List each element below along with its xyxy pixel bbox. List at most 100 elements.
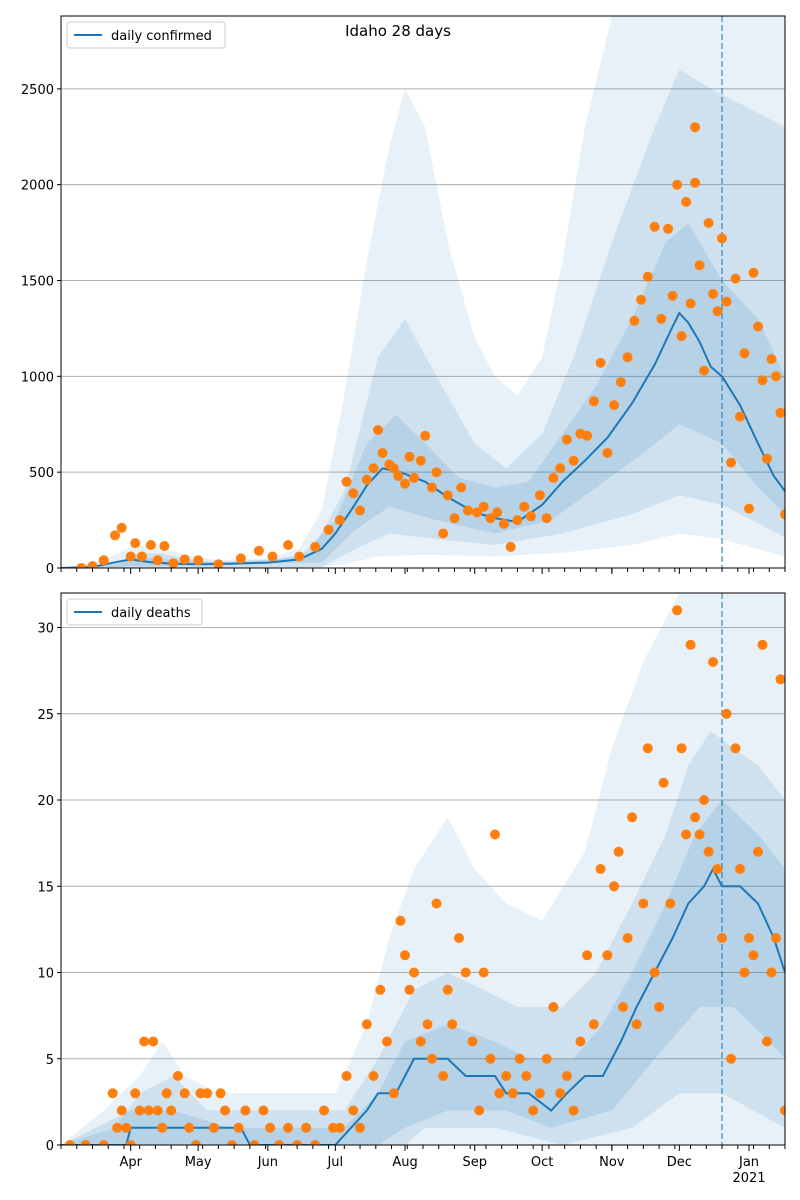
- data-point: [130, 538, 141, 549]
- data-point: [627, 812, 638, 823]
- data-point: [179, 554, 190, 565]
- data-point: [717, 933, 727, 943]
- data-point: [534, 490, 545, 501]
- data-point: [712, 864, 723, 874]
- data-point: [319, 1105, 330, 1116]
- y-tick-label: 500: [29, 466, 54, 481]
- data-point: [618, 1002, 629, 1012]
- data-point: [431, 467, 442, 478]
- data-point: [463, 505, 473, 516]
- data-point: [658, 777, 669, 788]
- data-point: [235, 553, 246, 564]
- data-point: [112, 1122, 123, 1133]
- data-point: [649, 221, 660, 232]
- data-point: [438, 528, 449, 539]
- data-point: [708, 657, 718, 667]
- data-point: [208, 1122, 219, 1133]
- data-point: [125, 1140, 136, 1145]
- data-point: [505, 541, 516, 552]
- data-point: [588, 396, 599, 407]
- data-point: [541, 513, 552, 524]
- data-point: [685, 298, 696, 309]
- data-point: [582, 950, 593, 961]
- data-point: [609, 881, 620, 892]
- data-point: [762, 1036, 772, 1047]
- data-point: [361, 474, 372, 485]
- data-point: [415, 455, 426, 466]
- data-point: [375, 984, 386, 995]
- data-point: [267, 551, 278, 562]
- data-point: [703, 846, 714, 857]
- data-point: [771, 371, 781, 382]
- data-point: [152, 555, 163, 566]
- data-point: [726, 457, 736, 468]
- data-point: [766, 354, 777, 365]
- data-point: [143, 1105, 154, 1116]
- data-point: [588, 1019, 599, 1030]
- data-point: [757, 375, 768, 386]
- data-point: [368, 463, 379, 474]
- data-point: [382, 1036, 392, 1047]
- data-point: [575, 1036, 586, 1047]
- data-point: [642, 271, 653, 282]
- data-point: [735, 864, 745, 874]
- data-point: [753, 846, 763, 857]
- data-point: [717, 233, 727, 244]
- x-tick-label: Dec: [667, 1155, 692, 1170]
- data-point: [323, 524, 334, 535]
- data-point: [161, 1088, 172, 1099]
- confidence-band: [61, 800, 785, 1145]
- data-point: [265, 1122, 276, 1133]
- data-point: [341, 1071, 352, 1081]
- data-point: [76, 563, 87, 568]
- data-point: [454, 933, 464, 943]
- data-point: [699, 795, 710, 805]
- y-tick-label: 25: [37, 708, 54, 723]
- y-tick-label: 20: [37, 794, 54, 809]
- data-point: [753, 321, 763, 332]
- data-point: [690, 177, 701, 188]
- x-tick-label: Oct: [531, 1155, 553, 1170]
- data-point: [334, 515, 345, 526]
- data-point: [80, 1140, 91, 1145]
- data-point: [377, 448, 388, 458]
- data-point: [202, 1088, 213, 1099]
- data-point: [667, 290, 678, 301]
- x-tick-label: Jan: [738, 1155, 759, 1170]
- legend-label: daily confirmed: [111, 29, 212, 44]
- data-point: [301, 1122, 312, 1133]
- data-point: [638, 898, 649, 909]
- data-point: [368, 1071, 379, 1081]
- data-point: [613, 846, 624, 857]
- data-point: [400, 478, 410, 489]
- data-point: [157, 1122, 168, 1133]
- data-point: [748, 950, 759, 961]
- confidence-band: [61, 731, 785, 1145]
- data-point: [193, 555, 204, 566]
- data-point: [748, 267, 759, 278]
- data-point: [431, 898, 442, 909]
- data-point: [512, 515, 523, 526]
- x-tick-label: Jun: [257, 1155, 278, 1170]
- data-point: [240, 1105, 251, 1116]
- data-point: [730, 743, 741, 754]
- data-point: [121, 1122, 132, 1133]
- data-point: [152, 1105, 163, 1116]
- data-point: [568, 1105, 579, 1116]
- data-point: [681, 196, 692, 207]
- data-point: [721, 708, 732, 719]
- data-point: [373, 425, 383, 435]
- data-point: [361, 1019, 372, 1030]
- data-point: [110, 530, 120, 541]
- data-point: [130, 1088, 141, 1099]
- data-point: [595, 357, 606, 368]
- data-point: [148, 1036, 159, 1047]
- data-point: [125, 551, 136, 562]
- data-point: [528, 1105, 539, 1116]
- data-point: [98, 1140, 109, 1145]
- data-point: [534, 1088, 545, 1099]
- data-point: [447, 1019, 458, 1030]
- data-point: [449, 513, 460, 524]
- data-point: [548, 1002, 559, 1012]
- data-point: [283, 1122, 294, 1133]
